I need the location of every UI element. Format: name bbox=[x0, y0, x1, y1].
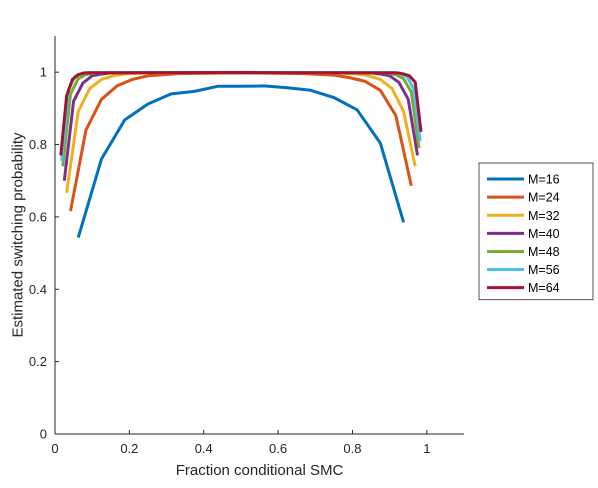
y-tick-label: 0.6 bbox=[29, 209, 47, 224]
y-tick-label: 0 bbox=[40, 427, 47, 442]
x-tick-label: 0.8 bbox=[343, 441, 361, 456]
x-tick-label: 1 bbox=[423, 441, 430, 456]
legend-box bbox=[478, 162, 594, 301]
y-tick-label: 0.4 bbox=[29, 282, 47, 297]
y-tick-label: 1 bbox=[40, 65, 47, 80]
series-line-m-64 bbox=[59, 71, 423, 156]
series-line-m-16 bbox=[76, 84, 406, 238]
y-tick-label: 0.2 bbox=[29, 354, 47, 369]
axes bbox=[54, 36, 464, 435]
x-tick-label: 0.2 bbox=[120, 441, 138, 456]
legend-label-m-56: M=56 bbox=[528, 263, 560, 277]
x-tick-label: 0.4 bbox=[195, 441, 213, 456]
x-axis-ticks: 0 0.2 0.4 0.6 0.8 1 bbox=[51, 430, 430, 456]
legend-label-m-24: M=24 bbox=[528, 191, 560, 205]
y-tick-label: 0.8 bbox=[29, 137, 47, 152]
legend: M=16 M=24 M=32 M=40 M=48 M=56 M=64 bbox=[478, 162, 594, 301]
x-tick-label: 0 bbox=[51, 441, 58, 456]
y-axis-ticks: 0 0.2 0.4 0.6 0.8 1 bbox=[29, 65, 59, 442]
legend-label-m-16: M=16 bbox=[528, 173, 560, 187]
legend-label-m-40: M=40 bbox=[528, 227, 560, 241]
legend-label-m-48: M=48 bbox=[528, 245, 560, 259]
legend-label-m-32: M=32 bbox=[528, 209, 560, 223]
y-axis-title: Estimated switching probability bbox=[9, 132, 26, 338]
series-lines bbox=[59, 71, 423, 238]
x-tick-label: 0.6 bbox=[269, 441, 287, 456]
x-axis-title: Fraction conditional SMC bbox=[176, 462, 344, 479]
legend-label-m-64: M=64 bbox=[528, 281, 560, 295]
